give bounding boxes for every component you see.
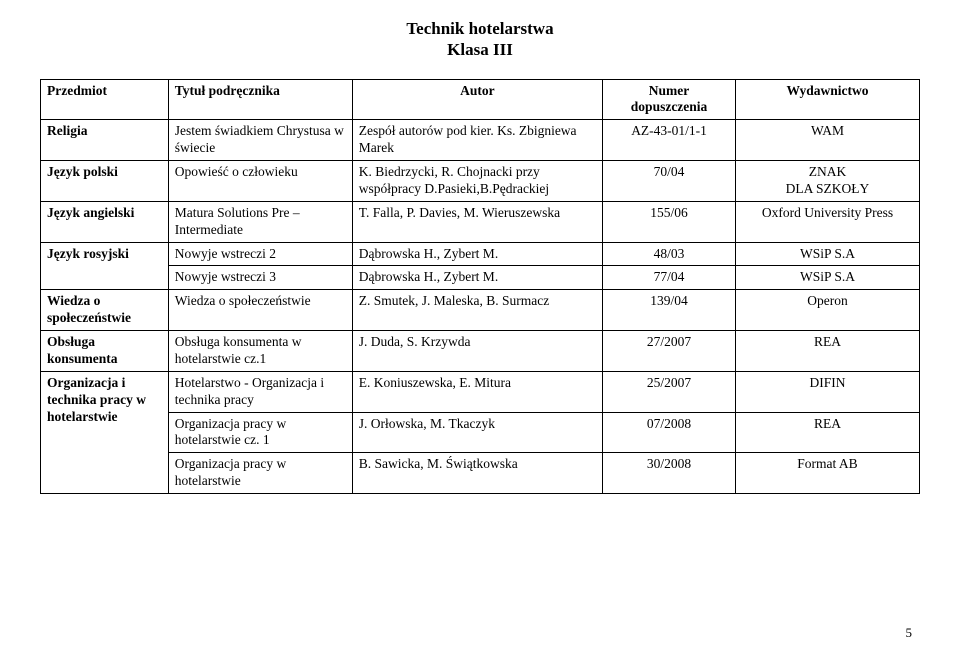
cell-author: J. Orłowska, M. Tkaczyk (352, 412, 602, 453)
row-org-3: Organizacja pracy w hotelarstwie B. Sawi… (41, 453, 920, 494)
cell-author: K. Biedrzycki, R. Chojnacki przy współpr… (352, 161, 602, 202)
title-line-2: Klasa III (40, 39, 920, 60)
cell-number: AZ-43-01/1-1 (603, 120, 736, 161)
col-number: Numer dopuszczenia (603, 79, 736, 120)
cell-author: T. Falla, P. Davies, M. Wieruszewska (352, 201, 602, 242)
cell-book: Nowyje wstreczi 3 (168, 266, 352, 290)
cell-subject: Organizacja i technika pracy w hotelarst… (41, 371, 169, 493)
cell-number: 139/04 (603, 290, 736, 331)
textbook-table: Przedmiot Tytuł podręcznika Autor Numer … (40, 79, 920, 495)
cell-author: B. Sawicka, M. Świątkowska (352, 453, 602, 494)
cell-publisher: WAM (735, 120, 919, 161)
cell-book: Matura Solutions Pre – Intermediate (168, 201, 352, 242)
cell-author: Z. Smutek, J. Maleska, B. Surmacz (352, 290, 602, 331)
row-org-2: Organizacja pracy w hotelarstwie cz. 1 J… (41, 412, 920, 453)
cell-book: Jestem świadkiem Chrystusa w świecie (168, 120, 352, 161)
table-header-row: Przedmiot Tytuł podręcznika Autor Numer … (41, 79, 920, 120)
cell-publisher: WSiP S.A (735, 266, 919, 290)
cell-number: 70/04 (603, 161, 736, 202)
cell-author: E. Koniuszewska, E. Mitura (352, 371, 602, 412)
cell-number: 77/04 (603, 266, 736, 290)
cell-publisher: ZNAKDLA SZKOŁY (735, 161, 919, 202)
col-publisher: Wydawnictwo (735, 79, 919, 120)
page-title: Technik hotelarstwa Klasa III (40, 18, 920, 61)
col-subject: Przedmiot (41, 79, 169, 120)
cell-book: Hotelarstwo - Organizacja i technika pra… (168, 371, 352, 412)
cell-publisher: REA (735, 331, 919, 372)
row-wos: Wiedza o społeczeństwie Wiedza o społecz… (41, 290, 920, 331)
col-author: Autor (352, 79, 602, 120)
cell-publisher: DIFIN (735, 371, 919, 412)
cell-number: 48/03 (603, 242, 736, 266)
cell-book: Organizacja pracy w hotelarstwie cz. 1 (168, 412, 352, 453)
cell-book: Obsługa konsumenta w hotelarstwie cz.1 (168, 331, 352, 372)
cell-author: Dąbrowska H., Zybert M. (352, 242, 602, 266)
col-book: Tytuł podręcznika (168, 79, 352, 120)
row-rosyjski-2: Nowyje wstreczi 3 Dąbrowska H., Zybert M… (41, 266, 920, 290)
cell-subject: Religia (41, 120, 169, 161)
cell-number: 07/2008 (603, 412, 736, 453)
cell-book: Organizacja pracy w hotelarstwie (168, 453, 352, 494)
row-obsluga: Obsługa konsumenta Obsługa konsumenta w … (41, 331, 920, 372)
cell-subject: Język angielski (41, 201, 169, 242)
cell-subject: Język rosyjski (41, 242, 169, 290)
cell-book: Nowyje wstreczi 2 (168, 242, 352, 266)
title-line-1: Technik hotelarstwa (40, 18, 920, 39)
cell-subject: Język polski (41, 161, 169, 202)
row-angielski: Język angielski Matura Solutions Pre – I… (41, 201, 920, 242)
cell-author: J. Duda, S. Krzywda (352, 331, 602, 372)
cell-subject: Wiedza o społeczeństwie (41, 290, 169, 331)
cell-publisher: REA (735, 412, 919, 453)
cell-publisher: Oxford University Press (735, 201, 919, 242)
page-number: 5 (906, 625, 913, 641)
cell-author: Dąbrowska H., Zybert M. (352, 266, 602, 290)
row-rosyjski-1: Język rosyjski Nowyje wstreczi 2 Dąbrows… (41, 242, 920, 266)
row-org-1: Organizacja i technika pracy w hotelarst… (41, 371, 920, 412)
cell-author: Zespół autorów pod kier. Ks. Zbigniewa M… (352, 120, 602, 161)
cell-number: 155/06 (603, 201, 736, 242)
row-polski: Język polski Opowieść o człowieku K. Bie… (41, 161, 920, 202)
cell-subject: Obsługa konsumenta (41, 331, 169, 372)
cell-publisher: WSiP S.A (735, 242, 919, 266)
cell-number: 30/2008 (603, 453, 736, 494)
cell-number: 27/2007 (603, 331, 736, 372)
cell-book: Opowieść o człowieku (168, 161, 352, 202)
cell-number: 25/2007 (603, 371, 736, 412)
cell-publisher: Format AB (735, 453, 919, 494)
cell-publisher: Operon (735, 290, 919, 331)
row-religia: Religia Jestem świadkiem Chrystusa w świ… (41, 120, 920, 161)
cell-book: Wiedza o społeczeństwie (168, 290, 352, 331)
